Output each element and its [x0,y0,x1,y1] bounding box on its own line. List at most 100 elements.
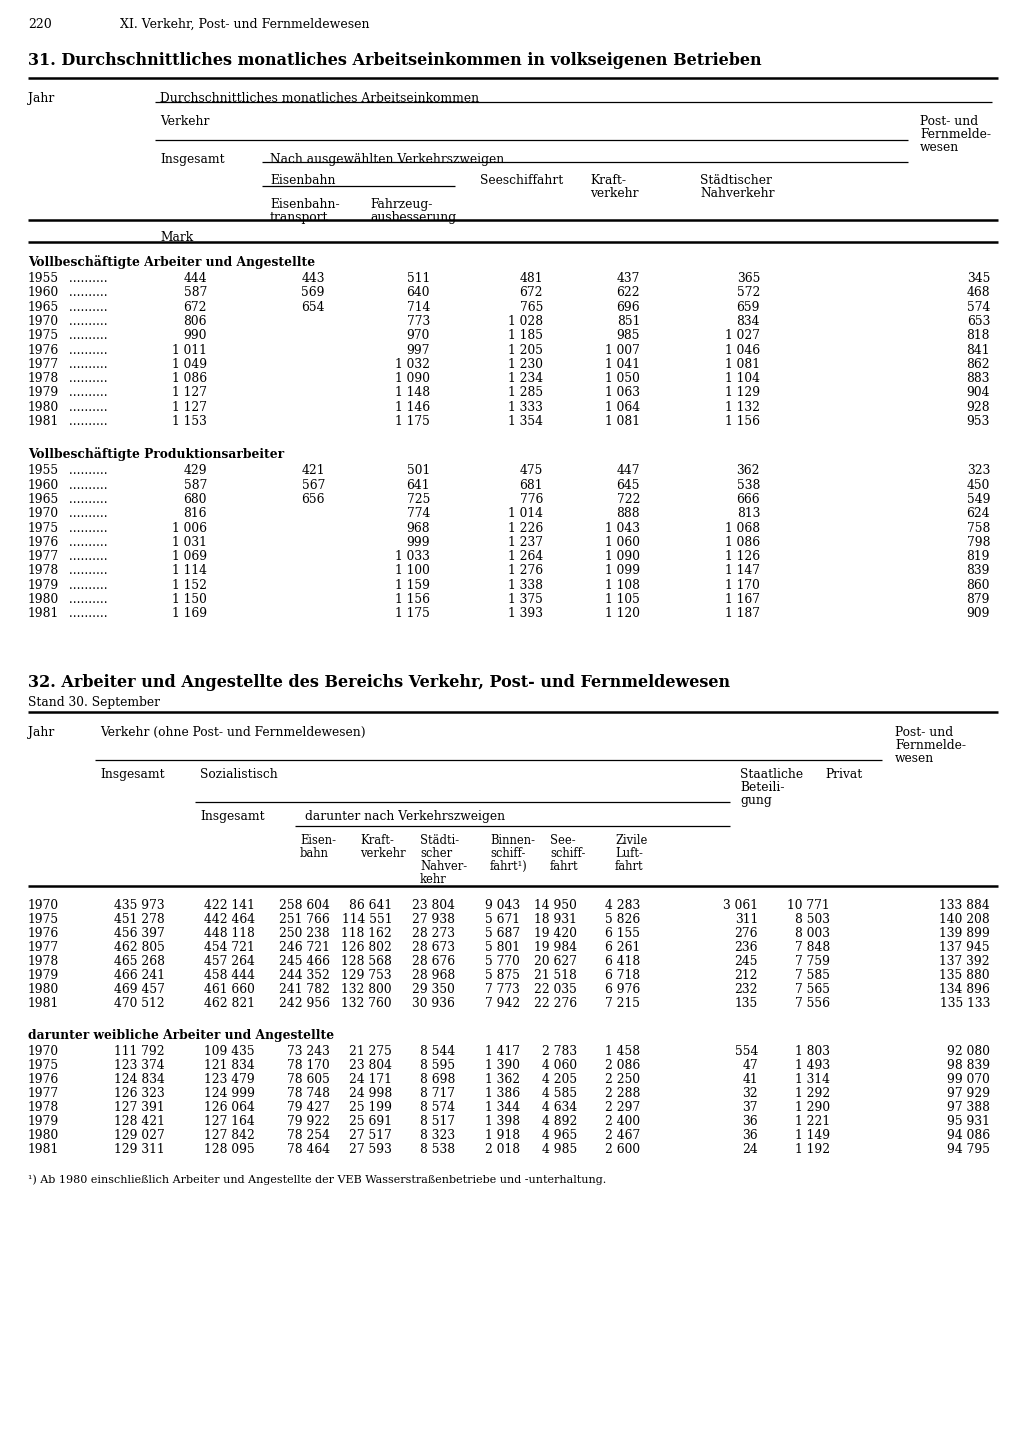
Text: 127 164: 127 164 [204,1115,255,1128]
Text: 4 892: 4 892 [542,1115,577,1128]
Text: 851: 851 [616,315,640,328]
Text: 28 273: 28 273 [412,927,455,940]
Text: 8 538: 8 538 [420,1142,455,1155]
Text: ..........: .......... [65,536,108,549]
Text: 1 033: 1 033 [395,549,430,562]
Text: fahrt: fahrt [550,859,579,872]
Text: 538: 538 [736,479,760,492]
Text: 1 264: 1 264 [508,549,543,562]
Text: 1975: 1975 [28,1058,59,1071]
Text: 1978: 1978 [28,954,59,967]
Text: 8 517: 8 517 [420,1115,455,1128]
Text: 1955: 1955 [28,464,59,477]
Text: 666: 666 [736,493,760,506]
Text: 129 753: 129 753 [341,969,392,982]
Text: 1 290: 1 290 [795,1100,830,1113]
Text: 456 397: 456 397 [115,927,165,940]
Text: 1 175: 1 175 [395,415,430,428]
Text: 79 922: 79 922 [287,1115,330,1128]
Text: 841: 841 [967,344,990,357]
Text: 501: 501 [407,464,430,477]
Text: 572: 572 [736,286,760,299]
Text: 7 942: 7 942 [484,996,520,1009]
Text: 422 141: 422 141 [204,898,255,911]
Text: 121 834: 121 834 [204,1058,255,1071]
Text: 2 250: 2 250 [605,1073,640,1086]
Text: 1 205: 1 205 [508,344,543,357]
Text: 1979: 1979 [28,386,59,399]
Text: 47: 47 [742,1058,758,1071]
Text: 725: 725 [407,493,430,506]
Text: 25 691: 25 691 [349,1115,392,1128]
Text: 1 386: 1 386 [485,1086,520,1099]
Text: 129 311: 129 311 [115,1142,165,1155]
Text: 37: 37 [742,1100,758,1113]
Text: 437: 437 [616,272,640,285]
Text: 250 238: 250 238 [280,927,330,940]
Text: 554: 554 [734,1044,758,1057]
Text: 714: 714 [407,301,430,314]
Text: 32. Arbeiter und Angestellte des Bereichs Verkehr, Post- und Fernmeldewesen: 32. Arbeiter und Angestellte des Bereich… [28,674,730,691]
Text: Post- und: Post- und [920,116,978,129]
Text: Luft-: Luft- [615,846,643,859]
Text: 1 159: 1 159 [395,578,430,591]
Text: 680: 680 [183,493,207,506]
Text: 1 105: 1 105 [605,593,640,606]
Text: Binnen-: Binnen- [490,833,535,846]
Text: 109 435: 109 435 [205,1044,255,1057]
Text: darunter nach Verkehrszweigen: darunter nach Verkehrszweigen [305,810,505,823]
Text: 587: 587 [183,479,207,492]
Text: 23 804: 23 804 [412,898,455,911]
Text: 126 064: 126 064 [204,1100,255,1113]
Text: verkehr: verkehr [590,187,639,200]
Text: 641: 641 [407,479,430,492]
Text: 7 759: 7 759 [795,954,830,967]
Text: 7 585: 7 585 [795,969,830,982]
Text: 30 936: 30 936 [412,996,455,1009]
Text: Vollbeschäftigte Arbeiter und Angestellte: Vollbeschäftigte Arbeiter und Angestellt… [28,254,315,269]
Text: 1 132: 1 132 [725,401,760,414]
Text: gung: gung [740,794,772,807]
Text: 1 043: 1 043 [605,522,640,535]
Text: 1 011: 1 011 [172,344,207,357]
Text: 1 221: 1 221 [795,1115,830,1128]
Text: 447: 447 [616,464,640,477]
Text: 549: 549 [967,493,990,506]
Text: 450: 450 [967,479,990,492]
Text: ..........: .......... [65,493,108,506]
Text: 94 795: 94 795 [947,1142,990,1155]
Text: fahrt¹): fahrt¹) [490,859,527,872]
Text: 25 199: 25 199 [349,1100,392,1113]
Text: 98 839: 98 839 [947,1058,990,1071]
Text: 1 060: 1 060 [605,536,640,549]
Text: 1980: 1980 [28,1128,59,1141]
Text: 5 826: 5 826 [605,912,640,925]
Text: 27 938: 27 938 [412,912,455,925]
Text: 127 391: 127 391 [115,1100,165,1113]
Text: ..........: .......... [65,315,108,328]
Text: 622: 622 [616,286,640,299]
Text: 99 070: 99 070 [947,1073,990,1086]
Text: 118 162: 118 162 [341,927,392,940]
Text: 765: 765 [519,301,543,314]
Text: 1 069: 1 069 [172,549,207,562]
Text: 1965: 1965 [28,301,59,314]
Text: 236: 236 [734,940,758,953]
Text: 1981: 1981 [28,996,59,1009]
Text: 681: 681 [519,479,543,492]
Text: 1977: 1977 [28,357,59,370]
Text: 773: 773 [407,315,430,328]
Text: 242 956: 242 956 [279,996,330,1009]
Text: Privat: Privat [825,768,862,781]
Text: Kraft-: Kraft- [590,174,626,187]
Text: 1975: 1975 [28,330,59,343]
Text: 23 804: 23 804 [349,1058,392,1071]
Text: ..........: .......... [65,464,108,477]
Text: 722: 722 [616,493,640,506]
Text: 1965: 1965 [28,493,59,506]
Text: 19 984: 19 984 [534,940,577,953]
Text: 1 192: 1 192 [795,1142,830,1155]
Text: 1977: 1977 [28,549,59,562]
Text: 1 064: 1 064 [605,401,640,414]
Text: ¹) Ab 1980 einschließlich Arbeiter und Angestellte der VEB Wasserstraßenbetriebe: ¹) Ab 1980 einschließlich Arbeiter und A… [28,1174,606,1186]
